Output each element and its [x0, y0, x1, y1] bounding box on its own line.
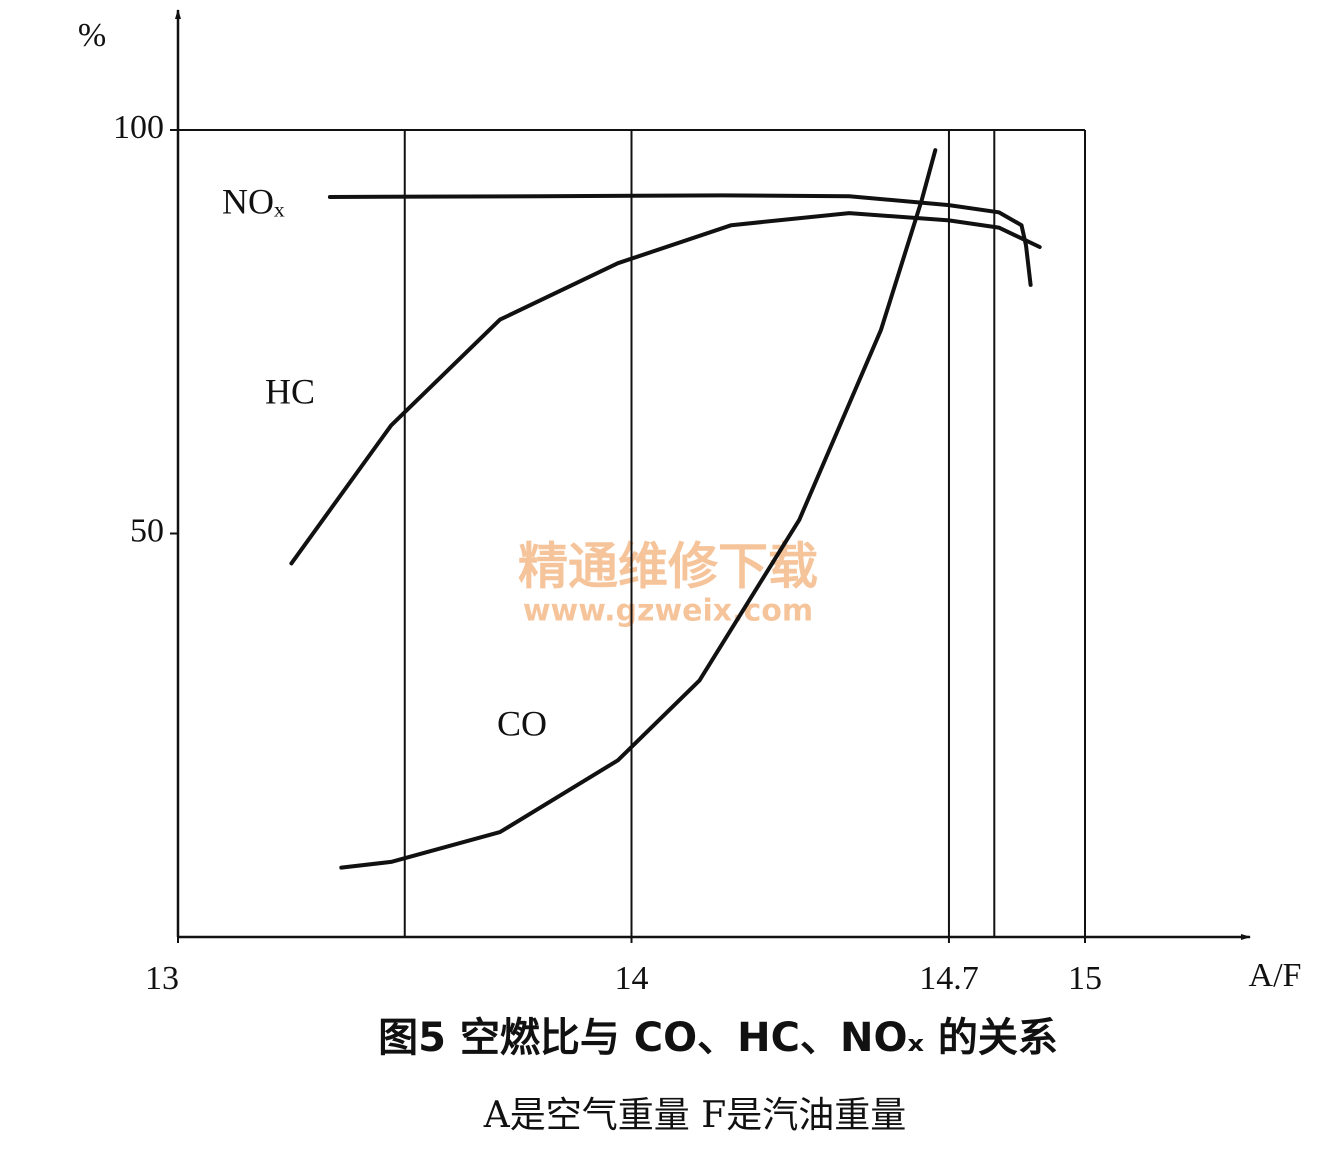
x-tick-label: 14.7 — [919, 960, 979, 997]
y-axis-label: % — [78, 17, 106, 54]
watermark-url: www.gzweix.com — [523, 594, 813, 629]
chart-subtitle: A是空气重量 F是汽油重量 — [483, 1095, 906, 1136]
watermark: 精通维修下载 — [518, 538, 818, 596]
x-axis-label: A/F — [1249, 957, 1302, 994]
series-line — [289, 211, 1042, 566]
series-line — [339, 148, 938, 870]
series-label: NOₓ — [222, 181, 285, 221]
x-tick-label: 15 — [1068, 960, 1102, 997]
y-tick-label: 100 — [113, 109, 164, 146]
x-tick-label: 14 — [615, 960, 649, 997]
chart-title: 图5 空燃比与 CO、HC、NOₓ 的关系 — [378, 1015, 1058, 1061]
series-line — [327, 193, 1033, 287]
series-label: CO — [497, 703, 547, 743]
x-tick-label: 13 — [145, 960, 179, 997]
series-label: HC — [265, 371, 315, 411]
y-tick-label: 50 — [130, 512, 164, 549]
